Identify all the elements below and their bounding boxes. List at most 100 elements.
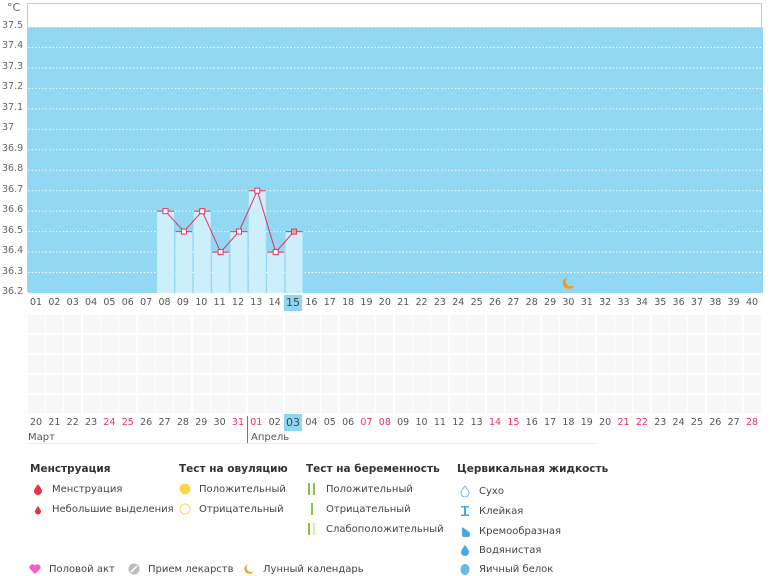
symptom-cell[interactable] xyxy=(284,335,302,353)
symptom-cell[interactable] xyxy=(578,375,596,393)
symptom-cell[interactable] xyxy=(27,355,45,373)
cycle-day-label[interactable]: 30 xyxy=(562,297,575,308)
symptom-cell[interactable] xyxy=(449,355,467,373)
cycle-day-label[interactable]: 26 xyxy=(488,297,502,308)
symptom-cell[interactable] xyxy=(670,355,688,373)
symptom-cell[interactable] xyxy=(119,315,137,333)
symptom-cell[interactable] xyxy=(339,335,357,353)
symptom-cell[interactable] xyxy=(523,335,541,353)
symptom-cell[interactable] xyxy=(615,375,633,393)
date-label[interactable]: 03 xyxy=(284,414,303,431)
symptom-cell[interactable] xyxy=(688,375,706,393)
symptom-cell[interactable] xyxy=(45,335,63,353)
cycle-day-label[interactable]: 34 xyxy=(635,297,648,308)
symptom-cell[interactable] xyxy=(651,335,669,353)
cycle-day-label[interactable]: 38 xyxy=(709,297,722,308)
cycle-day-label[interactable]: 17 xyxy=(323,297,336,308)
symptom-cell[interactable] xyxy=(651,375,669,393)
symptom-cell[interactable] xyxy=(449,395,467,413)
symptom-cell[interactable] xyxy=(119,375,137,393)
date-label[interactable]: 22 xyxy=(635,417,648,428)
cycle-day-label[interactable]: 37 xyxy=(690,297,703,308)
symptom-cell[interactable] xyxy=(394,375,412,393)
symptom-cell[interactable] xyxy=(376,355,394,373)
symptom-cell[interactable] xyxy=(596,355,614,373)
cycle-day-label[interactable]: 14 xyxy=(268,297,281,308)
symptom-cell[interactable] xyxy=(284,395,302,413)
symptom-cell[interactable] xyxy=(357,315,375,333)
symptom-cell[interactable] xyxy=(45,395,63,413)
symptom-cell[interactable] xyxy=(413,395,431,413)
symptom-cell[interactable] xyxy=(192,375,210,393)
symptom-cell[interactable] xyxy=(504,375,522,393)
cycle-day-label[interactable]: 22 xyxy=(415,297,428,308)
date-label[interactable]: 25 xyxy=(690,417,703,428)
symptom-cell[interactable] xyxy=(229,375,247,393)
symptom-cell[interactable] xyxy=(725,355,743,373)
cycle-day-label[interactable]: 16 xyxy=(305,297,318,308)
date-label[interactable]: 08 xyxy=(378,417,391,428)
symptom-cell[interactable] xyxy=(247,375,265,393)
symptom-cell[interactable] xyxy=(247,335,265,353)
symptom-cell[interactable] xyxy=(321,375,339,393)
symptom-cell[interactable] xyxy=(229,395,247,413)
symptom-cell[interactable] xyxy=(743,395,761,413)
symptom-cell[interactable] xyxy=(596,335,614,353)
cycle-day-label[interactable]: 02 xyxy=(48,297,61,308)
date-label[interactable]: 12 xyxy=(452,417,465,428)
symptom-cell[interactable] xyxy=(431,375,449,393)
symptom-cell[interactable] xyxy=(27,315,45,333)
cycle-day-label[interactable]: 11 xyxy=(213,297,226,308)
symptom-cell[interactable] xyxy=(633,395,651,413)
symptom-cell[interactable] xyxy=(45,355,63,373)
symptom-cell[interactable] xyxy=(247,315,265,333)
symptom-cell[interactable] xyxy=(192,315,210,333)
symptom-cell[interactable] xyxy=(725,395,743,413)
date-label[interactable]: 23 xyxy=(654,417,667,428)
cycle-day-label[interactable]: 19 xyxy=(360,297,373,308)
symptom-cell[interactable] xyxy=(706,315,724,333)
date-label[interactable]: 10 xyxy=(415,417,428,428)
symptom-cell[interactable] xyxy=(688,395,706,413)
date-label[interactable]: 25 xyxy=(121,417,134,428)
date-label[interactable]: 11 xyxy=(433,417,446,428)
symptom-cell[interactable] xyxy=(82,335,100,353)
symptom-cell[interactable] xyxy=(486,375,504,393)
symptom-cell[interactable] xyxy=(486,355,504,373)
symptom-cell[interactable] xyxy=(449,335,467,353)
symptom-cell[interactable] xyxy=(339,355,357,373)
symptom-cell[interactable] xyxy=(706,355,724,373)
date-label[interactable]: 28 xyxy=(745,417,759,428)
symptom-cell[interactable] xyxy=(174,355,192,373)
cycle-day-label[interactable]: 04 xyxy=(85,297,98,308)
symptom-cell[interactable] xyxy=(284,375,302,393)
symptom-cell[interactable] xyxy=(321,335,339,353)
symptom-cell[interactable] xyxy=(468,335,486,353)
cycle-day-label[interactable]: 31 xyxy=(580,297,593,308)
symptom-cell[interactable] xyxy=(670,395,688,413)
date-label[interactable]: 04 xyxy=(305,417,318,428)
symptom-cell[interactable] xyxy=(670,335,688,353)
symptom-cell[interactable] xyxy=(633,315,651,333)
symptom-cell[interactable] xyxy=(541,335,559,353)
symptom-cell[interactable] xyxy=(504,395,522,413)
symptom-cell[interactable] xyxy=(339,375,357,393)
symptom-cell[interactable] xyxy=(706,335,724,353)
cycle-day-label[interactable]: 33 xyxy=(617,297,630,308)
cycle-day-label[interactable]: 09 xyxy=(176,297,189,308)
symptom-cell[interactable] xyxy=(596,315,614,333)
symptom-cell[interactable] xyxy=(743,335,761,353)
symptom-cell[interactable] xyxy=(559,335,577,353)
cycle-day-label[interactable]: 40 xyxy=(745,297,759,308)
date-label[interactable]: 27 xyxy=(727,417,740,428)
symptom-cell[interactable] xyxy=(27,335,45,353)
symptom-cell[interactable] xyxy=(431,315,449,333)
symptom-cell[interactable] xyxy=(64,315,82,333)
symptom-cell[interactable] xyxy=(174,335,192,353)
symptom-cell[interactable] xyxy=(137,315,155,333)
cycle-day-label[interactable]: 06 xyxy=(121,297,134,308)
symptom-cell[interactable] xyxy=(578,335,596,353)
symptom-cell[interactable] xyxy=(192,335,210,353)
symptom-cell[interactable] xyxy=(413,355,431,373)
symptom-cell[interactable] xyxy=(541,395,559,413)
